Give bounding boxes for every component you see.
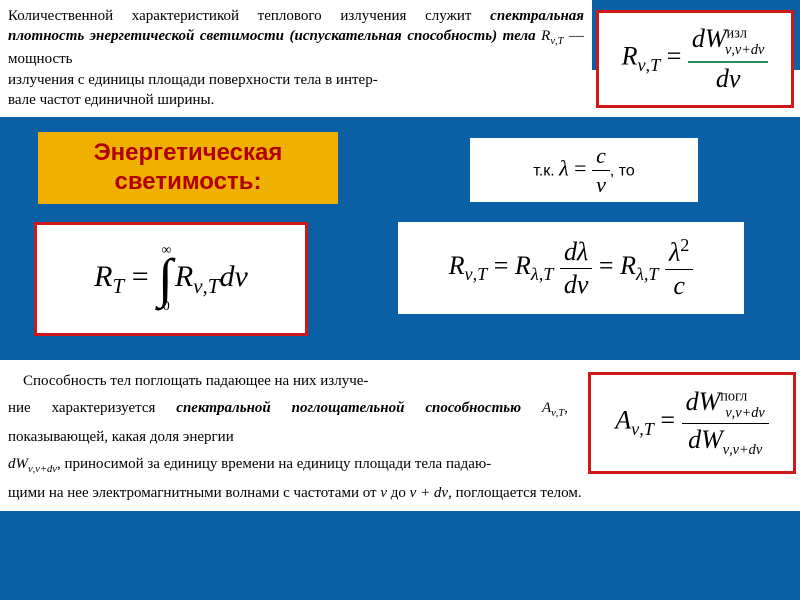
- t4: вале частот единичной ширины.: [8, 92, 214, 108]
- formula-lambda: т.к. λ = cν, то: [470, 138, 698, 202]
- bt2: ние характеризуется: [8, 400, 176, 416]
- formula-integral: RT = ∫∞0Rν,Tdν: [34, 222, 308, 336]
- title-energy-luminosity: Энергетическая светимость:: [38, 132, 338, 204]
- formula-conversion: Rν,T = Rλ,T dλdν = Rλ,T λ2c: [398, 222, 744, 314]
- bt4: , приносимой за единицу времени на едини…: [57, 456, 491, 472]
- t1: теплового излучения служит: [239, 8, 490, 24]
- nu1: ν: [380, 485, 387, 501]
- to: до: [387, 485, 410, 501]
- bem: спектральной поглощательной способностью: [176, 400, 521, 416]
- yellow-l1: Энергетическая: [94, 139, 283, 166]
- symA: Aν,T: [542, 400, 564, 416]
- yellow-l2: светимость:: [115, 168, 262, 195]
- formula-emissivity: Rν,T = dWизлν,ν+dν dν: [596, 10, 794, 108]
- bt6: , поглощается телом.: [448, 485, 581, 501]
- bt5: щими на нее электромагнитными волнами с …: [8, 485, 380, 501]
- formula-absorptivity: Aν,T = dWпоглν,ν+dν dWν,ν+dν: [588, 372, 796, 474]
- lead: Количественной характеристикой: [8, 8, 239, 24]
- symW: dWν,ν+dν: [8, 456, 57, 472]
- t3: излучения с единицы площади поверхности …: [8, 72, 378, 88]
- top-paragraph-1: Количественной характеристикой теплового…: [0, 0, 592, 76]
- bt1: Способность тел поглощать падающее на ни…: [23, 373, 368, 389]
- sym: Rν,T: [541, 28, 563, 44]
- nu2: ν + dν: [410, 485, 448, 501]
